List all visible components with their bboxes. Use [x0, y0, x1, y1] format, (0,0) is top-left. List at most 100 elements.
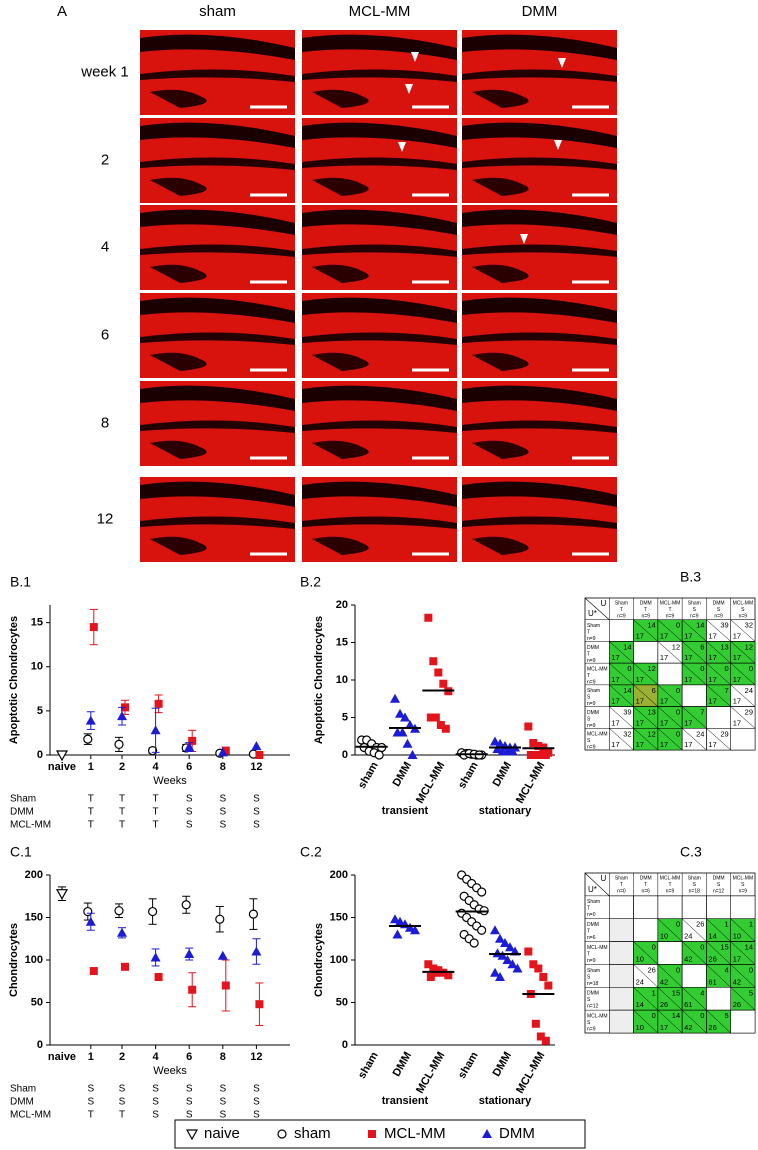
- cell-u: 6: [700, 642, 704, 651]
- status-cell: S: [186, 1084, 193, 1095]
- data-point: [477, 925, 487, 935]
- cell-critical: 17: [708, 653, 716, 662]
- cell-diagonal: [730, 662, 756, 686]
- column-header: n=9: [666, 613, 675, 619]
- column-header: MCL-MM: [733, 600, 754, 606]
- cell-diagonal: [706, 619, 731, 642]
- legend-marker: [277, 1129, 287, 1139]
- cell-diagonal: [681, 918, 707, 942]
- column-label: sham: [199, 3, 236, 20]
- status-cell: T: [153, 807, 159, 818]
- row-header: MCL-MM: [587, 666, 608, 672]
- y-tick-label: 15: [336, 636, 348, 648]
- data-point: [434, 668, 443, 677]
- data-point: [392, 929, 403, 939]
- data-point: [255, 751, 264, 759]
- data-point: [536, 751, 545, 759]
- x-tick-label: MCL-MM: [514, 760, 547, 806]
- data-point: [55, 889, 69, 900]
- data-point: [436, 721, 445, 729]
- column-header: DMM: [713, 600, 725, 606]
- row-header: DMM: [587, 991, 599, 997]
- marrow: [312, 89, 369, 108]
- marrow: [312, 536, 369, 555]
- row-header: Sham: [587, 623, 600, 629]
- cell-u: 24: [696, 729, 704, 738]
- row-header: n=9: [587, 701, 596, 707]
- data-point: [217, 747, 228, 757]
- table-cell: [609, 987, 634, 1011]
- data-point: [83, 734, 93, 744]
- joint-space: [302, 516, 457, 529]
- cell-diagonal: [657, 964, 683, 988]
- legend-marker: [482, 1129, 492, 1138]
- data-point: [405, 922, 415, 932]
- row-header: n=0: [587, 912, 596, 918]
- row-header: S: [587, 997, 591, 1003]
- cell-critical: 26: [708, 1023, 716, 1032]
- x-tick-label: 2: [119, 761, 125, 773]
- cell-critical: 17: [733, 954, 741, 963]
- joint-space: [462, 332, 617, 345]
- cell-diagonal: [681, 728, 707, 751]
- cell-u: 0: [676, 920, 680, 929]
- data-point: [221, 981, 230, 990]
- joint-space: [140, 34, 295, 60]
- data-point: [221, 746, 230, 755]
- x-tick-label: 6: [186, 1051, 192, 1063]
- status-cell: T: [119, 1110, 125, 1121]
- data-point: [544, 981, 553, 990]
- cell-diagonal: [657, 1009, 683, 1034]
- row-header: n=9: [587, 745, 596, 751]
- cell-u: 0: [700, 1011, 704, 1020]
- panel-label: A: [57, 3, 67, 20]
- x-tick-label: sham: [456, 760, 481, 791]
- data-point: [150, 952, 161, 962]
- data-point: [402, 738, 413, 748]
- joint-space: [302, 157, 457, 170]
- cell-critical: 14: [708, 932, 716, 941]
- cell-u: 14: [648, 621, 656, 630]
- status-cell: S: [152, 1084, 159, 1095]
- data-point: [439, 679, 448, 688]
- status-cell: T: [119, 794, 125, 805]
- data-point: [154, 699, 163, 708]
- column-header: T: [668, 882, 671, 888]
- column-header: Sham: [615, 875, 628, 881]
- y-tick-label: 150: [330, 911, 348, 923]
- cell-diagonal: [730, 641, 756, 664]
- cell-diagonal: [609, 728, 634, 751]
- data-point: [184, 949, 195, 959]
- joint-space: [302, 385, 457, 411]
- row-header: T: [587, 673, 590, 679]
- joint-space: [140, 209, 295, 235]
- legend-label: DMM: [499, 1125, 535, 1142]
- data-point: [251, 741, 262, 751]
- cell-critical: 10: [660, 932, 668, 941]
- column-header: S: [693, 882, 697, 888]
- column-header: DMM: [713, 875, 725, 881]
- y-axis-label: Chondrocytes: [313, 923, 325, 997]
- data-point: [114, 739, 124, 750]
- joint-space: [462, 420, 617, 433]
- column-header: n=9: [714, 613, 723, 619]
- cell-critical: 17: [708, 675, 716, 684]
- cell-u: 12: [672, 642, 680, 651]
- data-point: [529, 739, 538, 747]
- status-cell: S: [119, 1084, 126, 1095]
- cell-u: 15: [720, 943, 728, 952]
- cell-u: 13: [720, 642, 728, 651]
- joint-space: [302, 244, 457, 257]
- joint-space: [140, 516, 295, 529]
- cell-critical: 26: [733, 1000, 741, 1009]
- joint-space: [302, 209, 457, 235]
- arrowhead: [398, 142, 406, 152]
- x-tick-label: MCL-MM: [414, 1050, 447, 1096]
- status-cell: S: [186, 1110, 193, 1121]
- cell-critical: 17: [660, 740, 668, 749]
- status-cell: T: [153, 794, 159, 805]
- status-cell: S: [219, 794, 226, 805]
- data-point: [181, 900, 191, 910]
- row-header: S: [587, 738, 591, 744]
- cell-critical: 17: [684, 653, 692, 662]
